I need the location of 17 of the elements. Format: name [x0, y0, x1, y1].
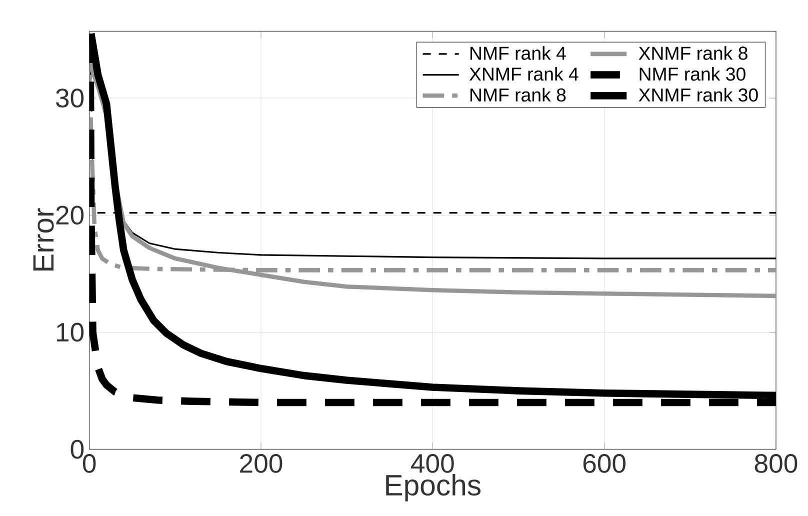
- x-tick-label: 600: [583, 454, 626, 473]
- legend-label: NMF rank 8: [470, 88, 566, 102]
- legend-label: NMF rank 30: [640, 67, 746, 81]
- x-tick-label: 400: [411, 454, 454, 473]
- legend-label: XNMF rank 4: [469, 67, 578, 81]
- y-tick-label: 30: [56, 88, 84, 108]
- legend-label: NMF rank 4: [470, 46, 566, 60]
- x-tick-label: 800: [754, 454, 798, 473]
- legend-label: XNMF rank 30: [638, 88, 758, 102]
- y-tick-label: 0: [70, 440, 84, 459]
- y-tick-label: 20: [56, 206, 84, 225]
- y-tick-label: 10: [56, 322, 84, 342]
- x-axis-title: Epochs: [386, 474, 481, 502]
- x-tick-label: 200: [240, 454, 282, 473]
- x-tick-label: 0: [82, 454, 96, 473]
- legend-label: XNMF rank 8: [638, 46, 748, 60]
- y-axis-title: Error: [33, 208, 54, 271]
